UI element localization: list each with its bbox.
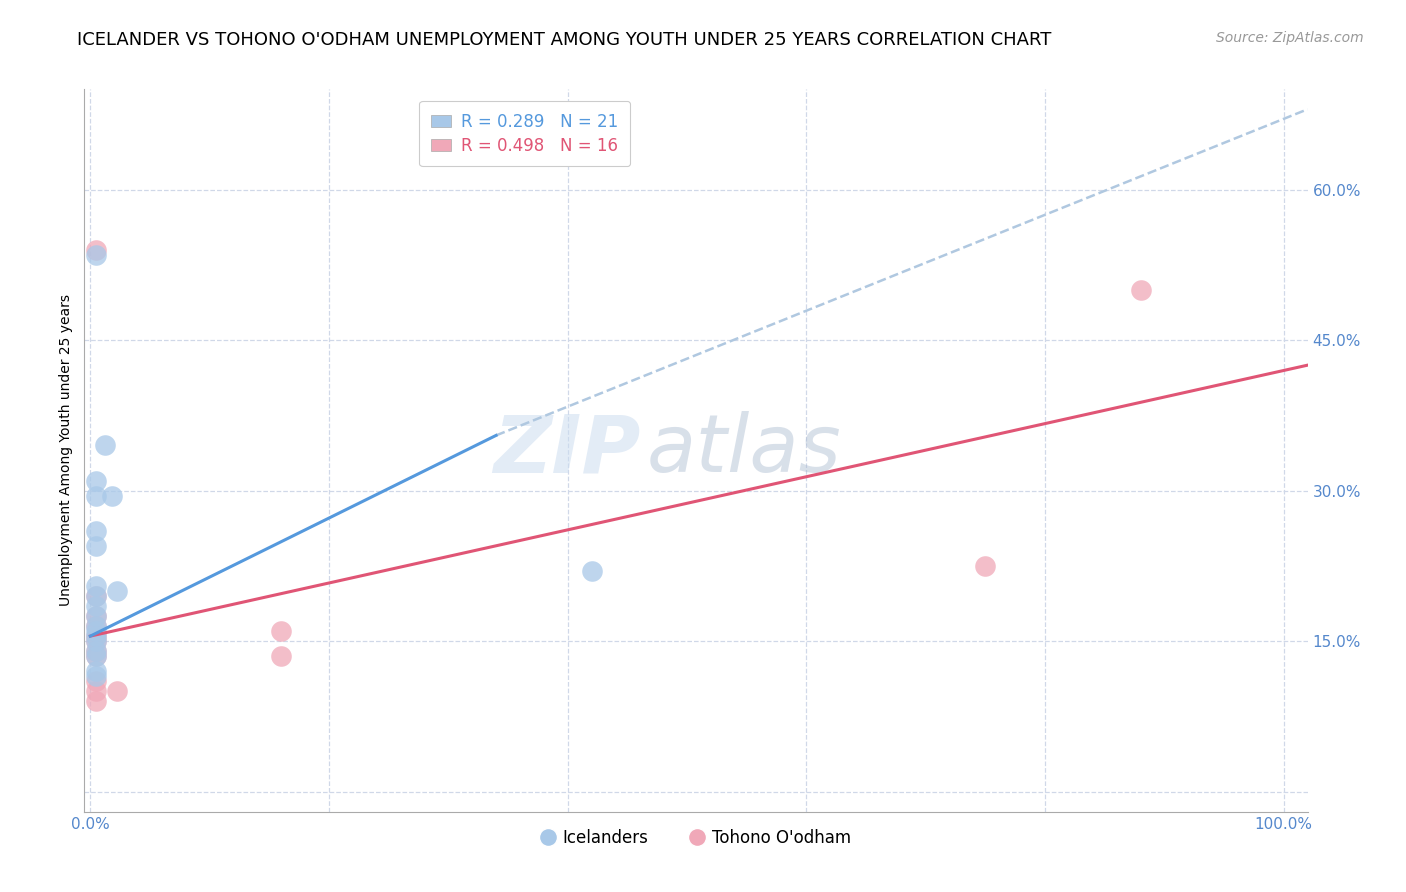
Text: atlas: atlas <box>647 411 842 490</box>
Point <box>84 599 107 613</box>
Point <box>84 474 107 488</box>
Point <box>84 629 107 643</box>
Point <box>1129 283 1152 297</box>
Point <box>101 489 124 503</box>
Point <box>84 684 107 698</box>
Legend: Icelanders, Tohono O'odham: Icelanders, Tohono O'odham <box>534 822 858 854</box>
Point <box>84 248 107 262</box>
Y-axis label: Unemployment Among Youth under 25 years: Unemployment Among Youth under 25 years <box>59 294 73 607</box>
Point <box>270 624 292 639</box>
Point <box>84 644 107 658</box>
Text: ICELANDER VS TOHONO O'ODHAM UNEMPLOYMENT AMONG YOUTH UNDER 25 YEARS CORRELATION : ICELANDER VS TOHONO O'ODHAM UNEMPLOYMENT… <box>77 31 1052 49</box>
Point <box>84 579 107 593</box>
Point <box>84 649 107 664</box>
Point <box>84 619 107 633</box>
Point <box>84 619 107 633</box>
Text: Source: ZipAtlas.com: Source: ZipAtlas.com <box>1216 31 1364 45</box>
Point <box>84 243 107 257</box>
Point <box>105 583 128 598</box>
Point <box>84 669 107 683</box>
Point <box>84 634 107 648</box>
Point <box>84 694 107 708</box>
Point <box>84 644 107 658</box>
Point <box>84 649 107 664</box>
Point <box>84 624 107 639</box>
Point <box>84 609 107 624</box>
Point <box>84 634 107 648</box>
Point <box>270 649 292 664</box>
Point <box>974 558 997 573</box>
Point <box>84 524 107 538</box>
Point <box>93 438 115 452</box>
Point <box>581 564 603 578</box>
Point <box>84 674 107 689</box>
Point <box>84 629 107 643</box>
Point <box>84 489 107 503</box>
Point <box>84 609 107 624</box>
Point <box>84 589 107 603</box>
Point <box>84 664 107 679</box>
Text: ZIP: ZIP <box>494 411 641 490</box>
Point <box>105 684 128 698</box>
Point <box>84 539 107 553</box>
Point <box>84 589 107 603</box>
